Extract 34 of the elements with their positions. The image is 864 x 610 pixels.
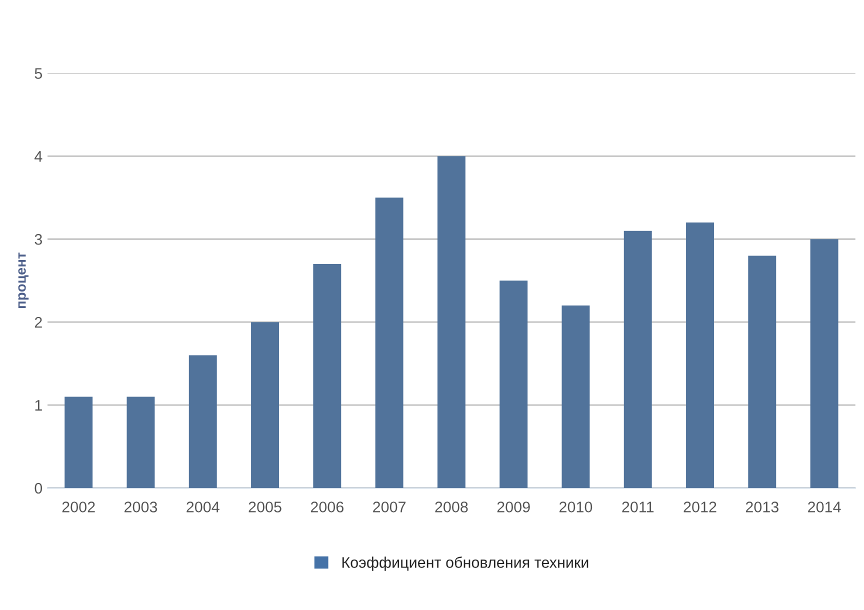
bar (562, 305, 590, 488)
bar (375, 198, 404, 488)
bar (624, 230, 652, 488)
bar (251, 322, 279, 488)
x-tick-label: 2014 (808, 502, 841, 512)
y-tick-label: 0 (34, 482, 42, 494)
bar (188, 355, 217, 488)
bar (437, 156, 466, 488)
y-tick-label: 4 (34, 151, 42, 162)
y-axis-title: процент (18, 252, 29, 308)
x-tick-label: 2010 (560, 502, 592, 512)
legend-label: Коэффициент обновления техники (342, 556, 588, 571)
x-tick-label: 2013 (746, 502, 778, 512)
y-tick-label: 2 (34, 316, 42, 328)
y-tick-label: 3 (34, 234, 42, 245)
y-tick-label: 1 (35, 400, 42, 411)
bar (810, 239, 838, 488)
x-tick-label: 2007 (373, 502, 406, 512)
bar (500, 280, 528, 488)
x-tick-label: 2005 (248, 502, 282, 512)
x-tick-label: 2006 (310, 502, 344, 512)
y-tick-label: 5 (34, 68, 42, 79)
bar (64, 396, 93, 488)
bar (126, 396, 155, 488)
x-tick-label: 2004 (186, 502, 220, 512)
x-tick-label: 2003 (124, 502, 158, 512)
bar (686, 222, 714, 488)
x-tick-label: 2009 (497, 502, 530, 512)
x-tick-label: 2012 (684, 502, 716, 512)
x-tick-label: 2011 (622, 502, 654, 512)
bar (748, 256, 776, 488)
bar (313, 264, 342, 488)
x-tick-label: 2002 (62, 502, 95, 512)
x-tick-label: 2008 (435, 502, 468, 512)
